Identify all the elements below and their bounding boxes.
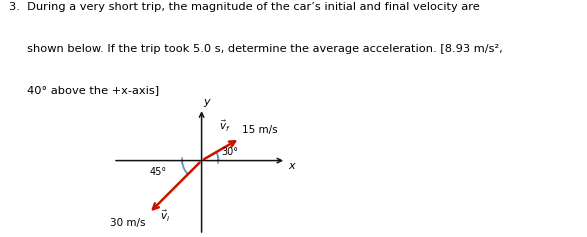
Text: $\vec{v}_f$: $\vec{v}_f$ bbox=[220, 119, 231, 134]
Text: x: x bbox=[288, 161, 295, 171]
Text: $\vec{v}_i$: $\vec{v}_i$ bbox=[160, 208, 170, 224]
Text: 3.  During a very short trip, the magnitude of the car’s initial and final veloc: 3. During a very short trip, the magnitu… bbox=[9, 2, 480, 12]
Text: shown below. If the trip took 5.0 s, determine the average acceleration. [8.93 m: shown below. If the trip took 5.0 s, det… bbox=[9, 44, 502, 54]
Text: y: y bbox=[204, 97, 210, 108]
Text: 30°: 30° bbox=[221, 146, 238, 157]
Text: 45°: 45° bbox=[149, 167, 166, 177]
Text: 40° above the +x-axis]: 40° above the +x-axis] bbox=[9, 85, 159, 95]
Text: 15 m/s: 15 m/s bbox=[241, 125, 277, 135]
Text: 30 m/s: 30 m/s bbox=[110, 218, 146, 228]
